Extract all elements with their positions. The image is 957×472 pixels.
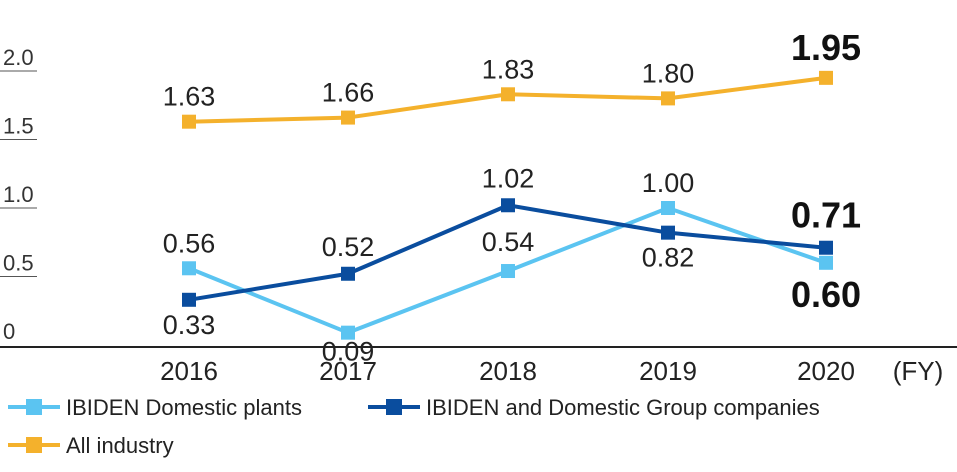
legend-item: IBIDEN Domestic plants xyxy=(8,395,302,420)
data-point xyxy=(341,325,355,340)
x-tick-label: 2020 xyxy=(797,356,855,386)
data-label: 1.95 xyxy=(791,27,861,68)
y-tick-label: 0 xyxy=(3,319,15,344)
data-label: 0.54 xyxy=(482,227,535,257)
data-label: 1.83 xyxy=(482,54,535,84)
data-labels: 0.56 0.09 0.54 1.00 0.60 0.33 0.52 1.02 0.82 0.71… xyxy=(163,27,861,367)
data-label: 0.82 xyxy=(642,243,695,273)
axes: 0 0.5 1.0 1.5 2.0 2016 2017 2018 2019 2020 (FY) xyxy=(0,45,957,386)
data-point xyxy=(182,292,196,307)
data-label: 0.56 xyxy=(163,228,216,258)
data-label: 1.80 xyxy=(642,58,695,88)
data-label: 1.02 xyxy=(482,163,535,193)
x-tick-label: 2017 xyxy=(319,356,377,386)
data-label: 1.00 xyxy=(642,168,695,198)
legend-swatch-marker xyxy=(26,437,42,453)
data-point xyxy=(341,266,355,281)
y-tick-label: 1.5 xyxy=(3,114,34,139)
legend-label: All industry xyxy=(66,433,174,458)
data-label: 0.33 xyxy=(163,310,216,340)
series-lines xyxy=(182,70,833,340)
data-point xyxy=(501,198,515,213)
legend-label: IBIDEN and Domestic Group companies xyxy=(426,395,820,420)
y-tick-label: 2.0 xyxy=(3,45,34,70)
legend-swatch-marker xyxy=(26,399,42,415)
x-tick-label: 2019 xyxy=(639,356,697,386)
data-label: 0.71 xyxy=(791,195,861,236)
data-label: 1.63 xyxy=(163,82,216,112)
legend: IBIDEN Domestic plants IBIDEN and Domesti… xyxy=(8,395,820,458)
y-tick-label: 1.0 xyxy=(3,182,34,207)
y-tick-label: 0.5 xyxy=(3,251,34,276)
data-label: 1.66 xyxy=(322,78,375,108)
legend-swatch-marker xyxy=(386,399,402,415)
legend-item: IBIDEN and Domestic Group companies xyxy=(368,395,820,420)
data-point xyxy=(501,87,515,102)
legend-item: All industry xyxy=(8,433,174,458)
x-tick-label: 2016 xyxy=(160,356,218,386)
data-point xyxy=(182,114,196,129)
legend-label: IBIDEN Domestic plants xyxy=(66,395,302,420)
data-point xyxy=(661,91,675,106)
data-point xyxy=(341,110,355,125)
data-point xyxy=(819,240,833,255)
data-point xyxy=(182,261,196,276)
x-tick-label: 2018 xyxy=(479,356,537,386)
data-point xyxy=(819,255,833,270)
data-point xyxy=(819,70,833,85)
data-label: 0.60 xyxy=(791,274,861,315)
data-label: 0.09 xyxy=(322,337,375,367)
x-axis-unit: (FY) xyxy=(893,356,944,386)
data-point xyxy=(501,264,515,279)
data-point xyxy=(661,225,675,240)
data-point xyxy=(661,201,675,215)
data-label: 0.52 xyxy=(322,232,375,262)
